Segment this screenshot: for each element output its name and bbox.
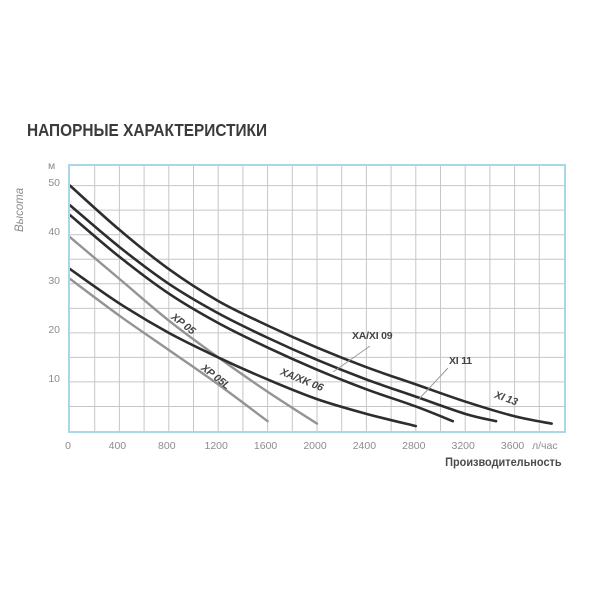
curve-label-xa-xi-09: XA/XI 09 — [352, 330, 393, 342]
y-tick-30: 30 — [48, 275, 60, 288]
x-axis-unit: л/час — [532, 440, 558, 452]
y-tick-50: 50 — [48, 177, 60, 190]
y-tick-10: 10 — [48, 373, 60, 386]
y-tick-20: 20 — [48, 324, 60, 337]
chart-canvas — [70, 166, 564, 431]
curve-label-xi-11: XI 11 — [449, 355, 472, 367]
x-tick-3200: 3200 — [451, 440, 475, 452]
page-title: НАПОРНЫЕ ХАРАКТЕРИСТИКИ — [27, 120, 268, 140]
x-tick-2000: 2000 — [303, 440, 327, 452]
x-tick-3600: 3600 — [500, 440, 525, 452]
x-axis-title: Производительность — [445, 457, 562, 469]
y-axis-unit: м — [48, 160, 56, 172]
x-tick-1600: 1600 — [253, 440, 278, 452]
curve-xi-13 — [70, 184, 553, 425]
curve-xp-05l — [70, 277, 269, 423]
curve-xi-11 — [70, 203, 498, 423]
x-tick-2400: 2400 — [352, 440, 377, 452]
x-tick-1200: 1200 — [204, 440, 228, 452]
curve-xp-05 — [70, 235, 319, 425]
curve-xa-xk-06 — [70, 267, 418, 428]
y-tick-40: 40 — [48, 226, 60, 239]
x-tick-2800: 2800 — [402, 440, 426, 452]
x-tick-800: 800 — [158, 440, 176, 452]
x-tick-0: 0 — [65, 440, 71, 452]
chart-plot-area — [68, 164, 566, 433]
x-tick-400: 400 — [108, 440, 127, 452]
curve-xa-xi-09 — [70, 213, 455, 423]
